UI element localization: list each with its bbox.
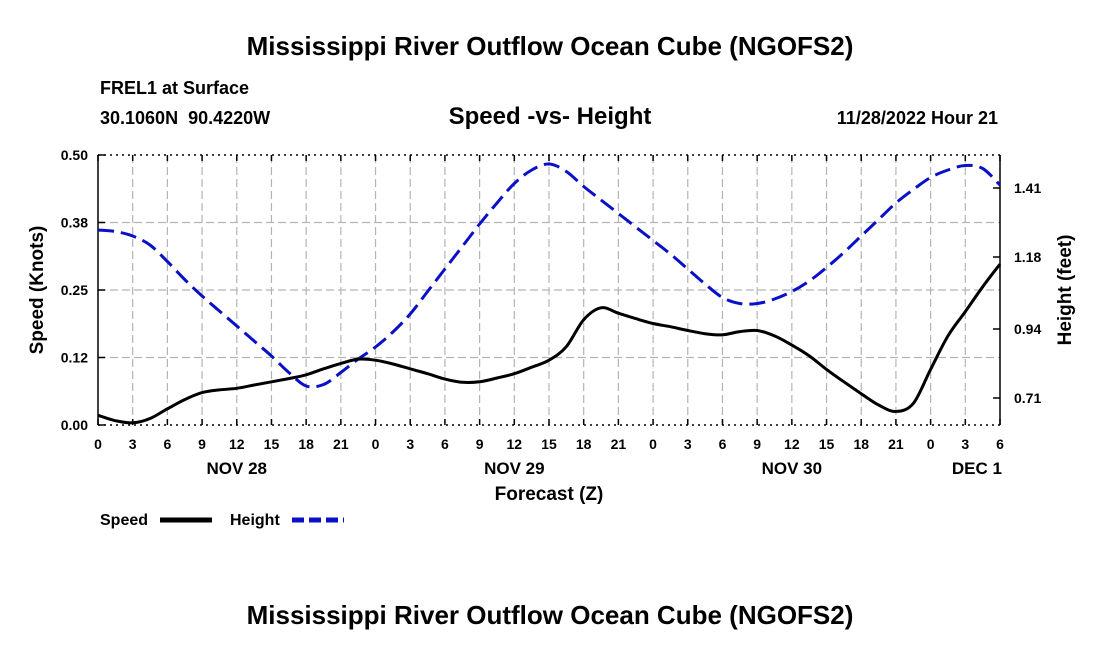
footer-title: Mississippi River Outflow Ocean Cube (NG…: [247, 600, 854, 630]
legend-speed-label: Speed: [100, 512, 148, 529]
x-tick-label: 21: [888, 436, 904, 452]
y2-tick-label: 1.41: [1014, 180, 1041, 196]
y2-tick-label: 1.18: [1014, 249, 1041, 265]
day-label: NOV 29: [484, 459, 544, 478]
x-tick-label: 6: [163, 436, 171, 452]
legend-height-label: Height: [230, 512, 280, 529]
x-tick-label: 15: [541, 436, 557, 452]
day-label: DEC 1: [952, 459, 1002, 478]
y-tick-label: 0.50: [61, 147, 88, 163]
x-tick-label: 12: [784, 436, 800, 452]
main-title: Mississippi River Outflow Ocean Cube (NG…: [247, 31, 854, 61]
x-tick-label: 9: [476, 436, 484, 452]
x-tick-label: 21: [333, 436, 349, 452]
station-coordinates: 30.1060N 90.4220W: [100, 108, 270, 128]
x-tick-label: 6: [719, 436, 727, 452]
y2-tick-label: 0.94: [1014, 321, 1041, 337]
x-tick-label: 15: [264, 436, 280, 452]
station-name: FREL1 at Surface: [100, 78, 249, 98]
axis-ticks: [97, 154, 1001, 426]
x-tick-label: 18: [576, 436, 592, 452]
x-tick-label: 18: [298, 436, 314, 452]
x-tick-label: 3: [961, 436, 969, 452]
x-tick-label: 0: [94, 436, 102, 452]
y-tick-label: 0.38: [61, 215, 88, 231]
x-tick-label: 9: [198, 436, 206, 452]
tick-labels: 0 3 6 9 12 15 18 21 0 3 6 9 12 15 18 21 0 3 6 9 12 15 18 21 0 3 6 0…: [61, 147, 1042, 478]
y-tick-label: 0.12: [61, 350, 88, 366]
x-tick-label: 6: [996, 436, 1004, 452]
y2-tick-label: 0.71: [1014, 390, 1041, 406]
y-axis-label: Speed (Knots): [27, 226, 48, 355]
day-label: NOV 28: [207, 459, 267, 478]
x-tick-label: 0: [372, 436, 380, 452]
speed-series-line: [97, 263, 1002, 425]
x-tick-label: 3: [406, 436, 414, 452]
x-tick-label: 6: [441, 436, 449, 452]
x-tick-label: 12: [229, 436, 245, 452]
height-series-line: [97, 162, 1002, 389]
data-series: [97, 162, 1002, 425]
y-tick-label: 0.00: [61, 417, 88, 433]
y-tick-label: 0.25: [61, 282, 88, 298]
chart-subtitle: Speed -vs- Height: [449, 103, 652, 130]
y2-axis-label: Height (feet): [1055, 235, 1076, 346]
grid-lines: [98, 155, 1000, 425]
x-tick-label: 21: [611, 436, 627, 452]
x-tick-label: 3: [129, 436, 137, 452]
legend: Speed Height: [100, 512, 344, 529]
x-tick-label: 9: [753, 436, 761, 452]
x-tick-label: 0: [927, 436, 935, 452]
x-tick-label: 18: [853, 436, 869, 452]
x-tick-label: 12: [507, 436, 523, 452]
x-tick-label: 0: [649, 436, 657, 452]
day-label: NOV 30: [762, 459, 822, 478]
x-tick-label: 15: [819, 436, 835, 452]
x-axis-label: Forecast (Z): [495, 484, 604, 505]
forecast-datetime: 11/28/2022 Hour 21: [837, 108, 998, 128]
x-tick-label: 3: [684, 436, 692, 452]
